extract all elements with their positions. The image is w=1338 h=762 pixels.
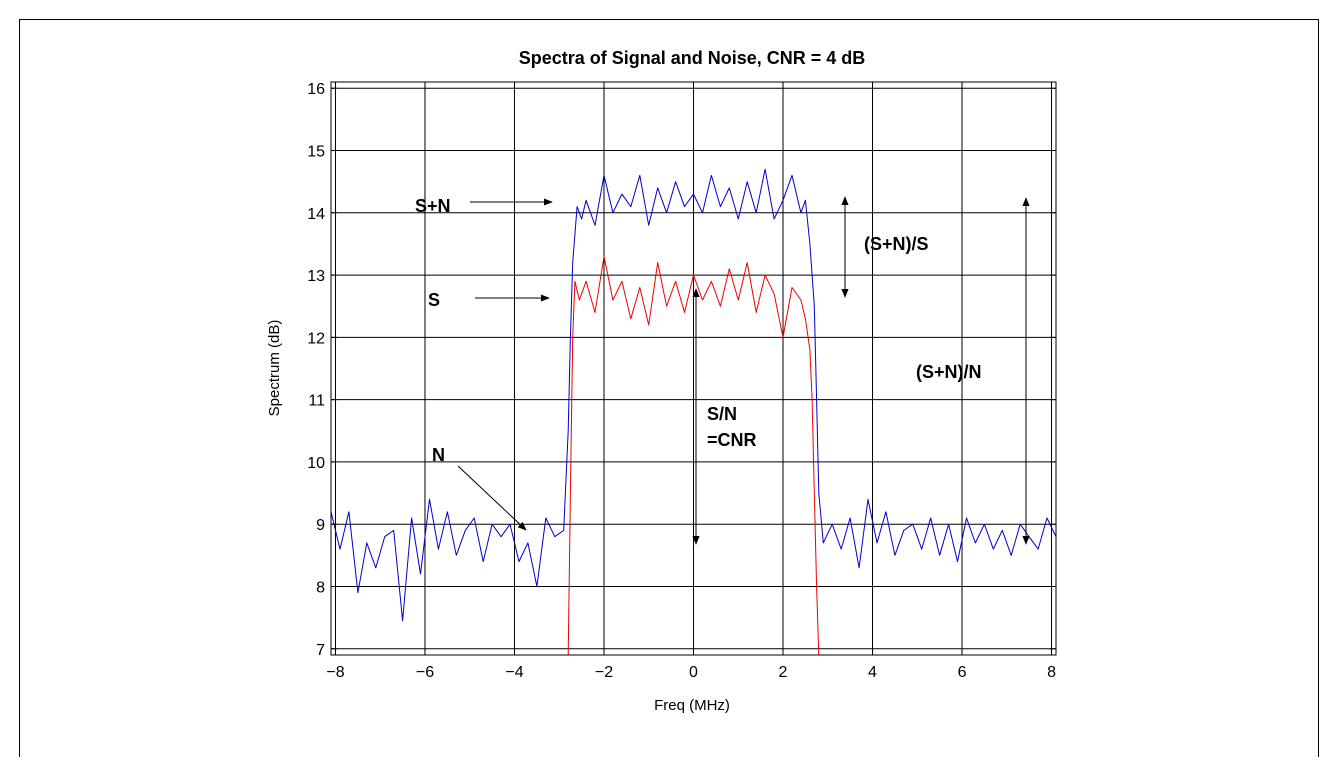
y-tick-label: 16 — [307, 81, 325, 98]
y-tick-label: 15 — [307, 144, 325, 161]
y-tick-label: 14 — [307, 206, 325, 223]
y-axis-label: Spectrum (dB) — [266, 320, 283, 417]
x-tick-label: 4 — [868, 664, 877, 681]
y-tick-label: 13 — [307, 268, 325, 285]
annotation-s: S — [428, 290, 440, 310]
x-tick-label: −2 — [595, 664, 613, 681]
x-tick-label: 8 — [1047, 664, 1056, 681]
x-tick-label: −4 — [505, 664, 523, 681]
x-tick-label: 2 — [779, 664, 788, 681]
x-tick-labels: −8 −6 −4 −2 0 2 4 6 8 — [326, 664, 1056, 681]
y-tick-label: 12 — [307, 330, 325, 347]
series-layer — [330, 168, 1057, 656]
x-tick-label: −8 — [326, 664, 344, 681]
series-line-0 — [330, 168, 1057, 622]
y-tick-label: 11 — [308, 393, 325, 410]
y-tick-labels: 7 8 9 10 11 12 13 14 15 16 — [307, 81, 325, 659]
chart-title: Spectra of Signal and Noise, CNR = 4 dB — [519, 48, 866, 68]
annotation-s-plus-n: S+N — [415, 196, 451, 216]
y-tick-label: 7 — [316, 642, 325, 659]
annotation-s-plus-n-over-n: (S+N)/N — [916, 362, 982, 382]
annotation-s-plus-n-over-s: (S+N)/S — [864, 234, 929, 254]
x-tick-label: 6 — [958, 664, 967, 681]
annotation-s-over-n: S/N — [707, 404, 737, 424]
tick-marks — [331, 82, 1056, 655]
arrow-n — [457, 465, 527, 531]
annotation-cnr: =CNR — [707, 430, 757, 450]
figure-border — [19, 19, 1319, 757]
y-tick-label: 9 — [316, 517, 325, 534]
y-tick-label: 10 — [307, 455, 325, 472]
x-tick-label: −6 — [416, 664, 434, 681]
series-line-1 — [567, 255, 820, 656]
annotation-n: N — [432, 445, 445, 465]
x-axis-label: Freq (MHz) — [654, 697, 730, 714]
x-tick-label: 0 — [689, 664, 698, 681]
y-tick-label: 8 — [316, 579, 325, 596]
